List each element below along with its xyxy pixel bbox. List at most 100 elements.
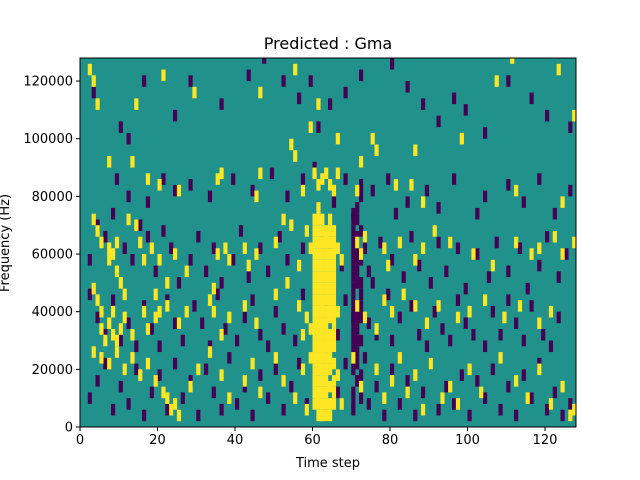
heatmap-cell-high: [118, 323, 123, 335]
heatmap-cell-low: [211, 386, 216, 399]
heatmap-cell-high: [370, 132, 375, 145]
heatmap-cell-low: [355, 334, 360, 347]
heatmap-cell-high: [176, 184, 182, 197]
heatmap-cell-high: [227, 392, 232, 404]
heatmap-cell-high: [455, 311, 461, 324]
heatmap-cell-low: [134, 340, 139, 353]
heatmap-cell-high: [359, 248, 364, 260]
heatmap-cell-high: [111, 248, 116, 260]
heatmap-cell-high: [145, 173, 151, 185]
heatmap-cell-high: [107, 254, 112, 266]
heatmap-cell-high: [560, 380, 565, 393]
heatmap-cell-high: [308, 352, 313, 364]
heatmap-cell-low: [401, 271, 406, 283]
heatmap-cell-high: [324, 236, 329, 249]
heatmap-cell-high: [312, 375, 317, 387]
heatmap-cell-high: [421, 242, 426, 255]
heatmap-cell-low: [452, 92, 457, 105]
heatmap-cell-low: [455, 242, 461, 255]
heatmap-cell-high: [331, 259, 337, 272]
heatmap-cell-high: [297, 300, 302, 312]
heatmap-cell-low: [266, 392, 271, 404]
heatmap-cell-low: [359, 179, 364, 191]
heatmap-cell-high: [331, 294, 337, 306]
heatmap-cell-high: [316, 294, 321, 306]
heatmap-cell-low: [545, 230, 550, 243]
heatmap-cell-low: [359, 392, 364, 404]
heatmap-cell-high: [169, 403, 174, 416]
heatmap-cell-low: [300, 242, 306, 255]
heatmap-cell-high: [525, 392, 530, 404]
heatmap-cell-high: [359, 156, 364, 168]
heatmap-cell-high: [289, 138, 294, 151]
heatmap-cell-high: [320, 259, 325, 272]
heatmap-cell-high: [328, 340, 333, 353]
heatmap-cell-low: [219, 98, 224, 110]
heatmap-cell-low: [246, 69, 251, 82]
heatmap-cell-low: [180, 392, 185, 404]
heatmap-cell-high: [428, 357, 433, 370]
heatmap-cell-low: [145, 230, 151, 243]
heatmap-cell-high: [498, 352, 503, 364]
heatmap-cell-low: [483, 340, 488, 353]
heatmap-cell-high: [324, 398, 329, 410]
heatmap-cell-low: [382, 409, 387, 422]
heatmap-cell-low: [424, 340, 430, 353]
heatmap-cell-low: [351, 317, 356, 329]
heatmap-cell-low: [355, 254, 360, 266]
heatmap-cell-high: [99, 352, 104, 364]
heatmap-cell-high: [328, 294, 333, 306]
heatmap-cell-low: [397, 398, 402, 410]
heatmap-cell-high: [537, 242, 542, 255]
heatmap-cell-high: [273, 288, 278, 301]
y-tick-label: 80000: [32, 190, 73, 205]
heatmap-cell-low: [362, 242, 368, 255]
heatmap-cell-low: [452, 173, 457, 185]
heatmap-cell-high: [316, 248, 321, 260]
heatmap-cell-low: [459, 369, 464, 381]
heatmap-cell-high: [176, 409, 182, 422]
heatmap-cell-low: [188, 254, 193, 266]
heatmap-cell-low: [366, 265, 371, 278]
heatmap-cell-high: [114, 346, 120, 358]
heatmap-cell-low: [204, 363, 209, 376]
y-tick-label: 120000: [23, 75, 73, 90]
heatmap-cell-high: [254, 190, 259, 203]
heatmap-cell-high: [114, 236, 120, 249]
heatmap-cell-high: [165, 300, 170, 312]
heatmap-cell-high: [161, 69, 166, 82]
x-axis: 0 20 40 60 80 100 120: [76, 427, 557, 448]
heatmap-cell-high: [320, 317, 325, 329]
heatmap-cell-low: [231, 173, 236, 185]
heatmap-cell-high: [281, 213, 286, 226]
heatmap-cell-high: [114, 334, 120, 347]
heatmap-cell-high: [227, 311, 232, 324]
heatmap-cell-low: [258, 328, 263, 341]
heatmap-cell-high: [320, 236, 325, 249]
heatmap-cell-high: [134, 219, 139, 231]
heatmap-cell-low: [153, 265, 158, 278]
heatmap-cell-high: [130, 352, 135, 364]
heatmap-cell-high: [300, 184, 306, 197]
heatmap-cell-low: [378, 236, 383, 249]
heatmap-cell-low: [525, 282, 530, 295]
heatmap-cell-low: [149, 323, 154, 335]
heatmap-cell-low: [355, 202, 360, 214]
heatmap-cell-high: [149, 242, 154, 255]
heatmap-cell-high: [324, 317, 329, 329]
heatmap-cell-low: [176, 277, 182, 289]
heatmap-cell-high: [312, 340, 317, 353]
heatmap-cell-low: [417, 259, 422, 272]
heatmap-cell-high: [285, 277, 290, 289]
heatmap-cell-high: [556, 63, 561, 76]
heatmap-cell-high: [246, 259, 251, 272]
heatmap-cell-high: [471, 248, 476, 260]
heatmap-cell-high: [308, 121, 313, 133]
y-axis-label: Frequency (Hz): [0, 194, 13, 292]
heatmap-cell-high: [316, 236, 321, 249]
heatmap-cell-low: [498, 403, 503, 416]
chart-title: Predicted : Gma: [264, 34, 392, 53]
y-tick-label: 20000: [32, 363, 73, 378]
heatmap-cell-low: [266, 265, 271, 278]
heatmap-cell-low: [122, 242, 127, 255]
